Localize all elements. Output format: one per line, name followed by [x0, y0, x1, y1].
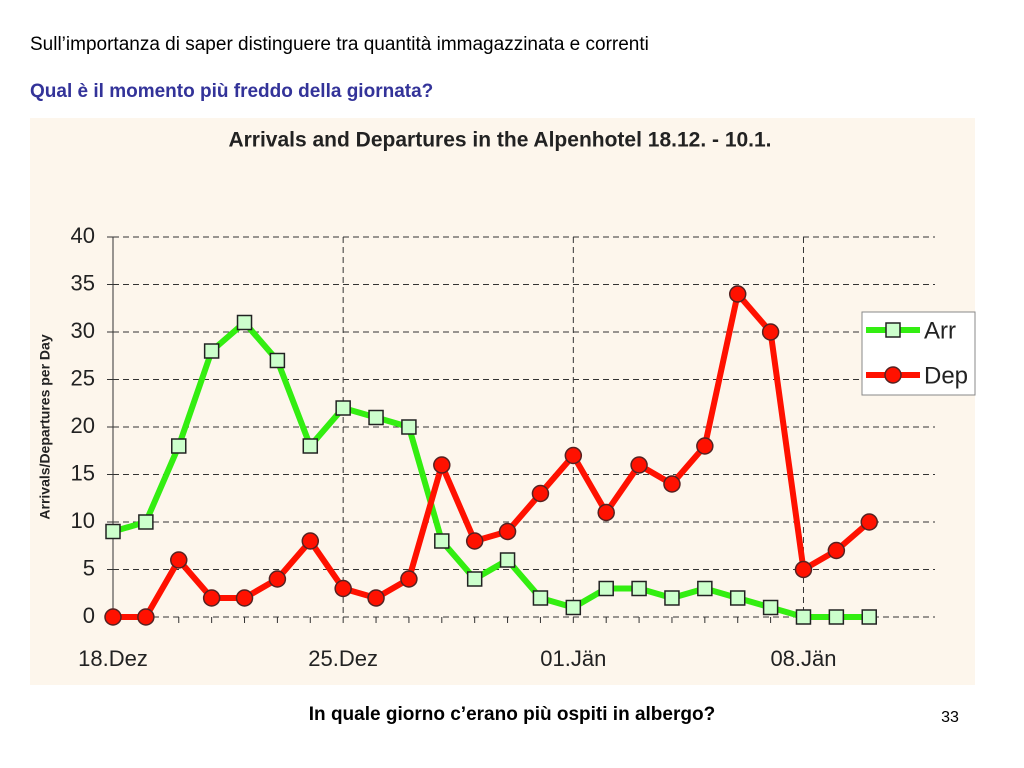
data-point	[433, 456, 451, 474]
y-tick-label: 20	[71, 413, 95, 438]
data-point	[465, 532, 484, 550]
data-point	[268, 570, 287, 588]
data-point	[761, 323, 780, 341]
data-point	[400, 570, 418, 588]
data-point	[827, 541, 846, 560]
y-tick-label: 35	[71, 270, 95, 295]
chart-title: Arrivals and Departures in the Alpenhote…	[228, 129, 771, 152]
page-number: 33	[941, 709, 959, 726]
plot: 0 5 10 15 20 25 30 35 40 18.Dez 25.Dez 01.Jän 08.Jän…	[71, 223, 976, 671]
data-point	[564, 446, 583, 465]
y-tick-label: 10	[71, 508, 95, 533]
data-point	[104, 608, 122, 626]
data-point	[565, 599, 582, 616]
slide-question: Qual è il momento più freddo della giorn…	[30, 81, 433, 102]
slide-heading: Sull’importanza di saper distinguere tra…	[30, 34, 649, 55]
data-point	[828, 609, 845, 625]
data-point	[531, 484, 550, 503]
legend-box	[861, 311, 976, 396]
data-point	[434, 533, 450, 549]
data-point	[367, 589, 385, 607]
x-tick-label: 01.Jän	[540, 646, 606, 671]
data-point	[302, 438, 319, 454]
data-point	[170, 551, 188, 569]
data-point	[664, 590, 680, 606]
footer-question: In quale giorno c’erano più ospiti in al…	[309, 704, 715, 725]
legend-label: Arr	[924, 317, 956, 344]
data-point	[696, 437, 714, 455]
data-point	[301, 532, 320, 550]
legend-marker	[885, 322, 901, 338]
data-point	[202, 589, 221, 607]
x-tick-label: 08.Jän	[770, 646, 836, 671]
data-point	[532, 590, 549, 606]
data-point	[368, 409, 384, 426]
data-point	[631, 580, 647, 597]
y-tick-label: 40	[71, 223, 95, 248]
data-point	[697, 580, 713, 597]
data-point	[663, 475, 681, 493]
y-tick-label: 15	[71, 460, 95, 485]
data-point	[236, 314, 253, 331]
data-point	[728, 285, 747, 303]
data-point	[466, 571, 483, 587]
data-point	[137, 608, 155, 626]
data-point	[630, 456, 648, 474]
y-tick-label: 5	[83, 555, 95, 580]
data-point	[401, 419, 417, 435]
data-point	[795, 609, 812, 625]
data-point	[335, 400, 351, 416]
y-tick-label: 25	[71, 365, 95, 390]
data-point	[762, 599, 779, 616]
data-point	[171, 438, 187, 454]
data-point	[334, 579, 352, 598]
data-point	[203, 343, 220, 359]
data-point	[138, 514, 154, 530]
data-point	[105, 523, 121, 540]
data-point	[598, 580, 614, 597]
data-point	[499, 552, 516, 568]
data-point	[860, 513, 878, 531]
data-point	[861, 609, 877, 625]
data-point	[235, 589, 254, 607]
legend-label: Dep	[924, 362, 968, 389]
legend-marker	[884, 366, 902, 384]
data-point	[597, 503, 615, 522]
data-point	[729, 590, 746, 606]
chart-background	[30, 118, 975, 685]
data-point	[269, 352, 286, 369]
x-tick-label: 25.Dez	[308, 646, 378, 671]
data-point	[498, 522, 517, 541]
x-tick-label: 18.Dez	[78, 646, 148, 671]
y-axis-label: Arrivals/Departures per Day	[37, 334, 53, 519]
data-point	[794, 560, 813, 579]
y-tick-label: 0	[83, 603, 95, 628]
y-tick-label: 30	[71, 318, 95, 343]
